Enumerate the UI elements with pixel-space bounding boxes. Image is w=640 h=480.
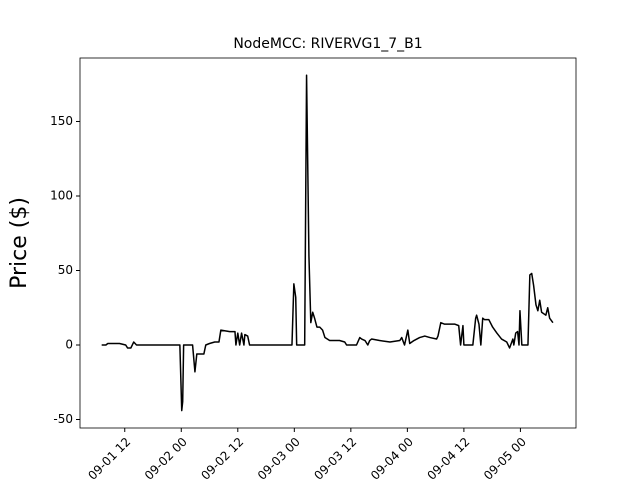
- x-tick-label: 09-05 00: [481, 435, 529, 480]
- y-tick-label: 50: [58, 263, 73, 277]
- x-tick-label: 09-03 12: [311, 435, 359, 480]
- y-tick-label: 150: [50, 114, 73, 128]
- y-axis-label: Price ($): [7, 197, 32, 289]
- x-tick-label: 09-04 12: [424, 435, 472, 480]
- y-tick-label: -50: [53, 412, 73, 426]
- x-tick-label: 09-01 12: [85, 435, 133, 480]
- x-tick-label: 09-03 00: [255, 435, 303, 480]
- data-line: [101, 74, 554, 412]
- y-tick-label: 100: [50, 188, 73, 202]
- x-tick-label: 09-04 00: [368, 435, 416, 480]
- chart-title: NodeMCC: RIVERVG1_7_B1: [233, 36, 422, 52]
- plot-frame: [79, 57, 577, 429]
- y-tick-label: 0: [65, 337, 73, 351]
- x-tick-label: 09-02 12: [198, 435, 246, 480]
- x-tick-label: 09-02 00: [142, 435, 190, 480]
